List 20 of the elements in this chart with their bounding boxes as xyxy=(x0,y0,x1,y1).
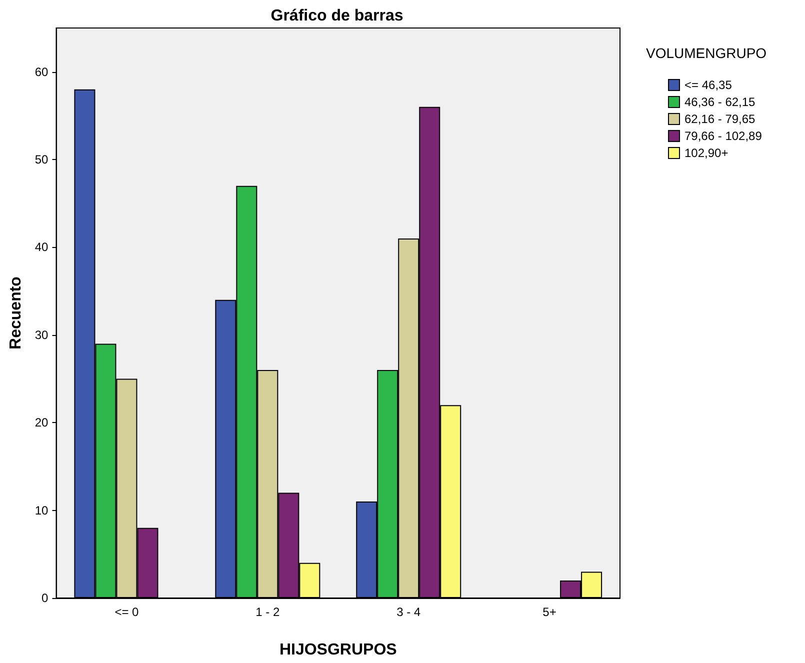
x-tick-label: 3 - 4 xyxy=(396,605,421,619)
y-tick-label: 20 xyxy=(34,416,49,430)
y-tick-label: 10 xyxy=(34,503,49,518)
x-tick-label: <= 0 xyxy=(114,605,140,619)
legend-label: 46,36 - 62,15 xyxy=(684,95,756,109)
x-axis-title: HIJOSGRUPOS xyxy=(279,642,398,658)
legend-label: 102,90+ xyxy=(684,146,728,160)
legend-label: 62,16 - 79,65 xyxy=(684,112,756,126)
x-tick-label: 1 - 2 xyxy=(256,605,280,619)
legend-label: 79,66 - 102,89 xyxy=(684,129,762,143)
y-tick-label: 40 xyxy=(34,240,49,254)
legend-label: <= 46,35 xyxy=(684,78,732,92)
legend-title: VOLUMENGRUPO xyxy=(646,45,767,61)
y-axis-title: Recuento xyxy=(8,276,24,350)
y-tick-label: 60 xyxy=(34,64,49,79)
y-tick-label: 0 xyxy=(42,591,49,605)
y-tick-label: 30 xyxy=(34,328,49,342)
x-tick-label: 5+ xyxy=(542,605,556,619)
chart-title: Gráfico de barras xyxy=(270,8,404,24)
y-tick-label: 50 xyxy=(34,152,49,167)
